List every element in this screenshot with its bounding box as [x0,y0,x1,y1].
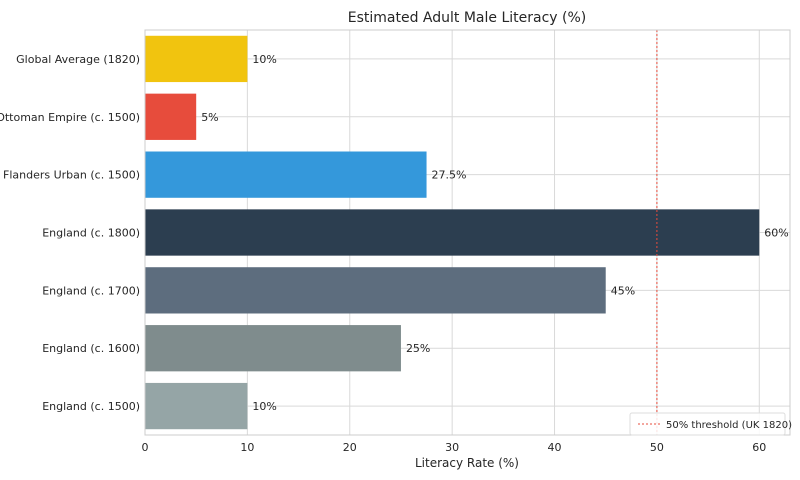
y-tick-label: Global Average (1820) [16,53,140,66]
x-tick-label: 0 [142,441,149,454]
y-tick-label: England (c. 1800) [42,227,140,240]
bar-value-label: 10% [252,53,276,66]
legend-threshold-label: 50% threshold (UK 1820) [666,420,792,431]
x-tick-label: 60 [752,441,766,454]
bar-value-label: 5% [201,111,218,124]
bar [145,93,197,140]
x-tick-label: 20 [343,441,357,454]
x-tick-label: 30 [445,441,459,454]
plot-frame [144,29,791,436]
chart-title: Estimated Adult Male Literacy (%) [348,10,587,26]
x-tick-label: 50 [650,441,664,454]
legend-box [629,412,786,436]
x-axis-ticks: 0 10 20 30 40 50 60 [142,441,767,454]
legend: 50% threshold (UK 1820) [629,412,792,436]
bar-value-label: 25% [406,342,430,355]
bar [145,209,760,256]
y-tick-label: Flanders Urban (c. 1500) [3,169,140,182]
y-tick-label: England (c. 1700) [42,284,140,297]
y-axis-ticks: England (c. 1500) England (c. 1600) Englan… [0,53,140,413]
bar-value-label: 60% [764,227,788,240]
y-tick-label: Ottoman Empire (c. 1500) [0,111,140,124]
bars [145,35,760,430]
x-tick-label: 10 [240,441,254,454]
bar [145,151,427,198]
bar [145,382,248,430]
x-axis-label: Literacy Rate (%) [415,456,519,470]
x-tick-label: 40 [548,441,562,454]
bar-value-label: 45% [611,284,635,297]
bar [145,35,248,83]
data-labels: 10% 25% 45% 60% 27.5% 5% 10% [201,53,789,413]
bar-value-label: 10% [252,400,276,413]
bar-value-label: 27.5% [432,169,467,182]
bar [145,267,606,314]
y-tick-label: England (c. 1500) [42,400,140,413]
bar [145,325,401,372]
y-tick-label: England (c. 1600) [42,342,140,355]
